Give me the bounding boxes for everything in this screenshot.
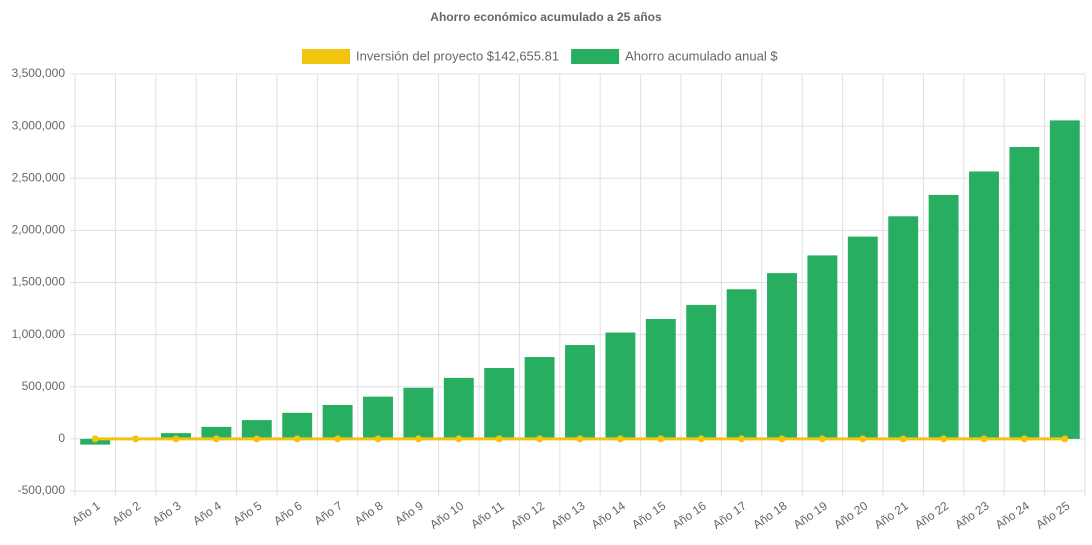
- line-point: [495, 435, 503, 443]
- x-tick-label: Año 15: [629, 498, 668, 531]
- x-tick-label: Año 3: [150, 498, 184, 528]
- x-tick-label: Año 5: [231, 498, 265, 528]
- line-point: [980, 435, 988, 443]
- bar: [888, 216, 919, 439]
- line-point: [374, 435, 382, 443]
- line-point: [91, 435, 99, 443]
- y-tick-label: 1,000,000: [12, 327, 66, 341]
- x-tick-label: Año 25: [1033, 498, 1072, 531]
- line-point: [132, 435, 140, 443]
- bar: [403, 387, 434, 439]
- line-point: [536, 435, 544, 443]
- x-tick-label: Año 23: [952, 498, 991, 531]
- bar: [1009, 146, 1040, 439]
- bar: [363, 396, 393, 439]
- y-tick-label: 2,500,000: [12, 170, 66, 184]
- bar: [1049, 120, 1080, 439]
- x-tick-label: Año 19: [791, 498, 830, 531]
- line-point: [414, 435, 422, 443]
- x-tick-label: Año 4: [190, 498, 224, 528]
- bar: [847, 236, 878, 439]
- line-point: [1061, 435, 1069, 443]
- x-tick-label: Año 18: [750, 498, 789, 531]
- line-point: [212, 435, 220, 443]
- bar: [484, 367, 515, 439]
- x-tick-label: Año 22: [912, 498, 951, 531]
- y-tick-label: 2,000,000: [12, 223, 66, 237]
- line-point: [859, 435, 867, 443]
- x-tick-label: Año 13: [548, 498, 587, 531]
- legend-swatch: [302, 49, 350, 64]
- x-tick-label: Año 11: [468, 498, 507, 531]
- bar: [807, 255, 838, 439]
- bar: [241, 420, 272, 439]
- line-point: [778, 435, 786, 443]
- y-tick-label: 3,000,000: [12, 118, 66, 132]
- x-tick-label: Año 17: [710, 498, 749, 531]
- bar: [605, 332, 636, 439]
- line-point: [616, 435, 624, 443]
- line-point: [738, 435, 746, 443]
- y-tick-label: 3,500,000: [12, 66, 66, 80]
- bar: [322, 404, 353, 439]
- bar: [726, 289, 757, 439]
- y-tick-label: -500,000: [18, 483, 66, 497]
- bar: [686, 304, 717, 439]
- line-point: [899, 435, 907, 443]
- x-tick-label: Año 20: [831, 498, 870, 531]
- x-tick-label: Año 12: [508, 498, 547, 531]
- x-tick-label: Año 1: [69, 498, 103, 528]
- line-point: [334, 435, 342, 443]
- y-tick-label: 0: [58, 431, 65, 445]
- line-point: [172, 435, 180, 443]
- y-tick-label: 1,500,000: [12, 275, 66, 289]
- x-tick-label: Año 8: [352, 498, 386, 528]
- bar: [201, 426, 232, 439]
- y-tick-label: 500,000: [22, 379, 66, 393]
- x-tick-label: Año 24: [993, 498, 1032, 531]
- bar: [969, 171, 999, 439]
- line-point: [253, 435, 261, 443]
- legend-label: Ahorro acumulado anual $: [625, 48, 778, 63]
- line-point: [818, 435, 826, 443]
- bar: [565, 345, 595, 439]
- bar: [645, 318, 676, 439]
- x-tick-label: Año 7: [311, 498, 345, 528]
- legend-label: Inversión del proyecto $142,655.81: [356, 48, 559, 63]
- line-point: [657, 435, 665, 443]
- line-point: [455, 435, 463, 443]
- line-point: [293, 435, 301, 443]
- bar: [524, 357, 555, 439]
- x-tick-label: Año 9: [392, 498, 426, 528]
- bar: [767, 273, 797, 439]
- legend-swatch: [571, 49, 620, 64]
- x-tick-label: Año 21: [872, 498, 911, 531]
- line-point: [697, 435, 705, 443]
- line-point: [940, 435, 948, 443]
- x-tick-label: Año 14: [589, 498, 628, 531]
- line-point: [576, 435, 584, 443]
- line-point: [1020, 435, 1028, 443]
- bar: [443, 377, 474, 439]
- x-tick-label: Año 16: [670, 498, 709, 531]
- x-tick-label: Año 2: [109, 498, 143, 528]
- bar: [928, 194, 959, 439]
- x-tick-label: Año 10: [427, 498, 466, 531]
- bar: [282, 412, 313, 439]
- chart-title: Ahorro económico acumulado a 25 años: [430, 10, 662, 24]
- x-tick-label: Año 6: [271, 498, 305, 528]
